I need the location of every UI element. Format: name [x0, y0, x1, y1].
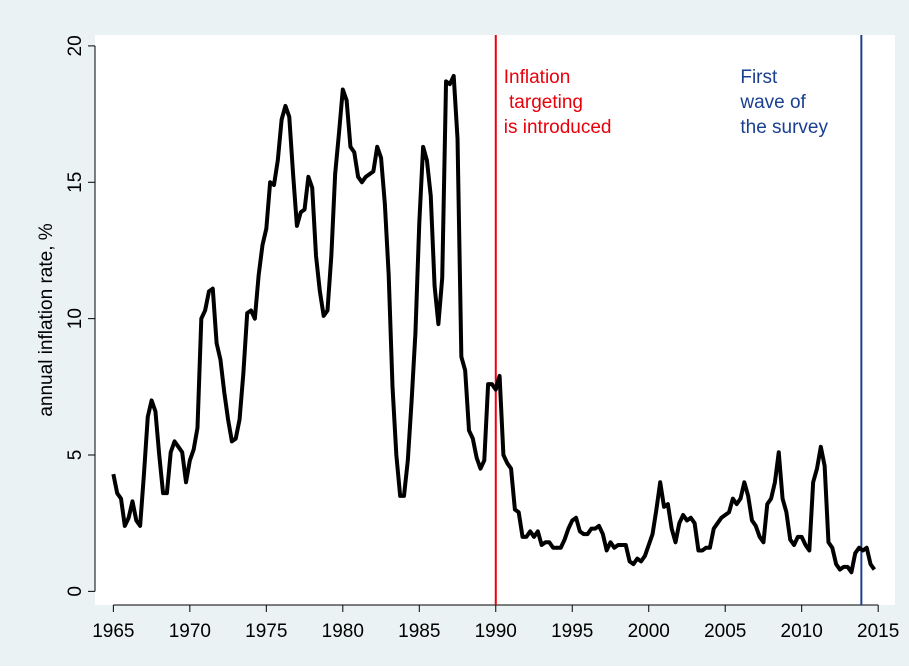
annotation: First — [740, 67, 778, 88]
data-line — [111, 73, 876, 575]
y-tick-label: 0 — [65, 586, 86, 597]
x-tick-label: 2005 — [704, 621, 746, 642]
x-tick-label: 1965 — [92, 621, 134, 642]
y-tick-label: 5 — [65, 450, 86, 461]
annotation: targeting — [504, 92, 583, 113]
x-tick-label: 2000 — [628, 621, 670, 642]
annotation: the survey — [740, 117, 828, 138]
y-tick-label: 15 — [65, 172, 86, 193]
x-tick-label: 1980 — [322, 621, 364, 642]
x-tick-label: 1975 — [245, 621, 287, 642]
annotation: is introduced — [504, 117, 612, 138]
x-tick-label: 2010 — [781, 621, 823, 642]
x-tick-label: 2015 — [857, 621, 899, 642]
annotation: Inflation — [504, 67, 571, 88]
y-tick-label: 20 — [65, 35, 86, 56]
y-tick-label: 10 — [65, 308, 86, 329]
x-tick-label: 1970 — [169, 621, 211, 642]
annotation: wave of — [739, 92, 806, 113]
y-axis-label: annual inflation rate, % — [36, 223, 57, 416]
x-tick-label: 1985 — [398, 621, 440, 642]
x-tick-label: 1990 — [475, 621, 517, 642]
x-tick-label: 1995 — [551, 621, 593, 642]
